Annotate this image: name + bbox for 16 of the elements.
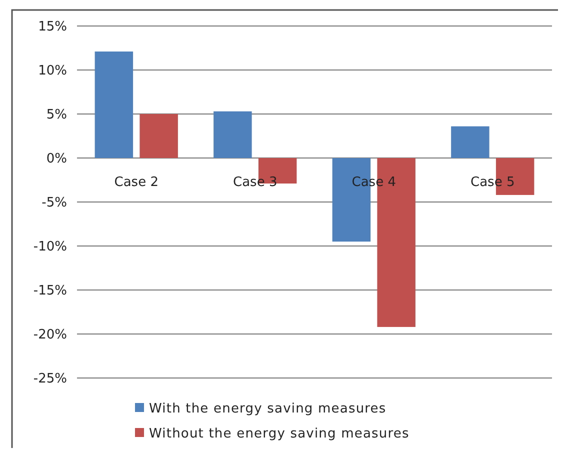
y-tick-label: -15% [33, 284, 67, 299]
y-tick-label: -10% [33, 240, 67, 255]
y-tick-label: 5% [46, 108, 67, 123]
y-tick-label: 10% [38, 64, 67, 79]
y-tick-label: -20% [33, 328, 67, 343]
bar [94, 52, 134, 158]
y-tick-label: 15% [38, 20, 67, 35]
y-tick-label: 0% [46, 152, 67, 167]
bar [451, 126, 490, 158]
legend-label: Without the energy saving measures [149, 426, 410, 442]
y-tick-label: -25% [33, 372, 67, 387]
x-tick-label: Case 2 [114, 175, 158, 190]
y-tick-label: -5% [42, 196, 67, 211]
legend-label: With the energy saving measures [149, 402, 386, 417]
bar [140, 114, 178, 158]
bar [214, 111, 252, 158]
